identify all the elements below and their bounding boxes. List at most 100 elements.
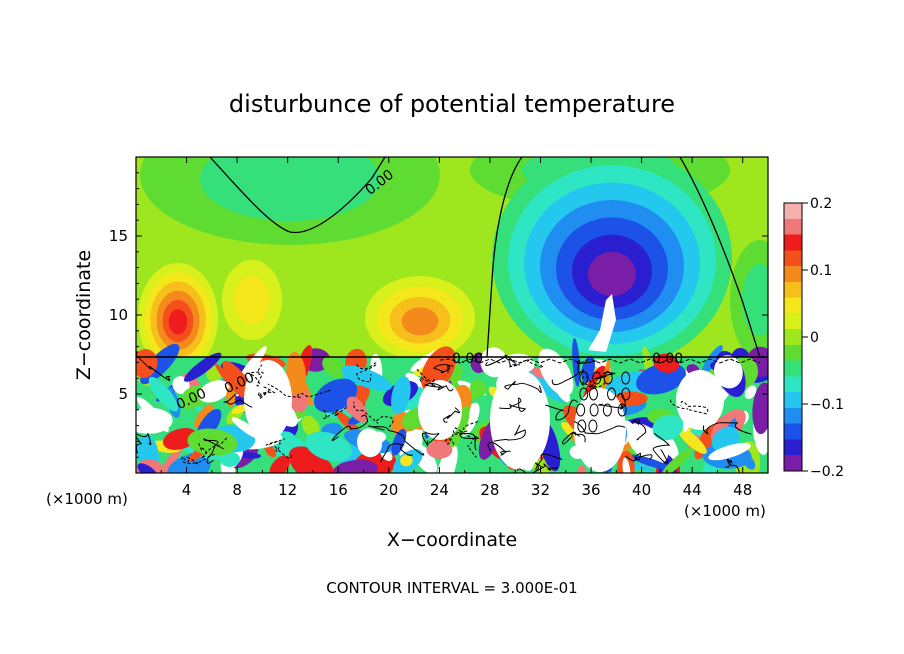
lower-contour	[504, 380, 542, 393]
lower-contour	[652, 432, 670, 464]
lower-contour	[198, 437, 228, 459]
lower-patch	[238, 452, 262, 459]
contour-line-right	[679, 157, 761, 358]
lower-contour	[534, 453, 563, 471]
lower-patch	[708, 442, 751, 461]
plot-field	[136, 157, 768, 473]
lower-white-plume	[574, 388, 626, 472]
lower-contour	[545, 399, 578, 421]
contour-loop	[588, 419, 598, 433]
lower-patch	[622, 457, 631, 473]
lower-patch	[449, 405, 470, 448]
lower-patch	[183, 352, 222, 382]
lower-patch	[356, 428, 383, 458]
lower-patch	[187, 428, 238, 456]
lower-contour	[267, 383, 331, 398]
lower-contour	[353, 401, 394, 428]
x-tick-label: 48	[733, 481, 752, 499]
y-axis: 5 10 15	[109, 172, 768, 458]
lower-patch	[426, 440, 453, 459]
lower-patch	[652, 414, 684, 441]
x-tick-label: 20	[379, 481, 398, 499]
contour-loop	[577, 419, 587, 433]
lower-contour	[452, 427, 477, 458]
contour-loop	[621, 387, 631, 401]
x-tick-label: 32	[531, 481, 550, 499]
y-tick-label: 10	[109, 306, 128, 324]
lower-contour	[203, 438, 224, 464]
y-tick-label: 5	[118, 385, 128, 403]
lower-patch	[611, 391, 648, 407]
lower-patch	[391, 376, 411, 415]
contour-interval: CONTOUR INTERVAL = 3.000E-01	[326, 579, 577, 597]
lower-patch	[148, 376, 179, 412]
x-unit-right: (×1000 m)	[684, 502, 766, 520]
lower-contour	[485, 354, 516, 367]
x-tick-label: 8	[232, 481, 242, 499]
lower-patch	[137, 463, 159, 473]
upper-cold-core	[588, 294, 616, 352]
lower-contour	[331, 414, 369, 442]
upper-cold-blob	[588, 252, 636, 296]
lower-patch	[301, 415, 320, 437]
lower-patch	[313, 378, 358, 413]
upper-layer	[138, 157, 768, 373]
lower-contour	[516, 463, 558, 473]
lower-patch	[660, 447, 693, 473]
lower-patch	[181, 388, 199, 411]
lower-contour	[598, 393, 627, 410]
lower-patch	[137, 397, 169, 432]
lower-contour	[625, 452, 653, 462]
lower-contour	[459, 432, 480, 451]
lower-contours	[136, 351, 761, 473]
contour-loop	[592, 371, 602, 385]
x-tick-label: 12	[278, 481, 297, 499]
contour-loop	[589, 403, 599, 417]
lower-patch	[341, 365, 392, 391]
contour-label: 0.00	[652, 351, 683, 367]
lower-patch	[198, 380, 230, 403]
x-unit-left: (×1000 m)	[46, 490, 128, 508]
lower-contour	[508, 359, 544, 368]
lower-contour	[356, 362, 377, 383]
lower-contour	[323, 406, 349, 420]
contour-loop	[603, 371, 613, 385]
lower-contour	[421, 431, 440, 446]
lower-patch	[572, 337, 581, 387]
lower-patch	[577, 465, 587, 473]
upper-green-blob-left	[200, 157, 380, 221]
colorbar-tick-label: 0.1	[810, 263, 832, 279]
lower-contour	[581, 376, 606, 389]
colorbar	[783, 202, 803, 472]
lower-patch	[677, 427, 707, 454]
x-tick-label: 4	[182, 481, 192, 499]
lower-patch	[152, 444, 183, 473]
lower-patch	[305, 431, 352, 462]
colorbar-ticks: 0.2 0.1 0 −0.1 −0.2	[802, 196, 844, 480]
lower-patch	[469, 379, 487, 397]
lower-contour	[487, 441, 511, 456]
lower-contour	[443, 407, 461, 423]
lower-contour	[561, 431, 586, 445]
lower-contour	[594, 370, 616, 380]
lower-patch	[400, 454, 413, 467]
x-axis-label: X−coordinate	[387, 529, 517, 551]
lower-patch	[714, 355, 743, 389]
lower-patch	[626, 423, 669, 464]
lower-patch	[286, 351, 306, 396]
contour-line-left	[209, 157, 386, 234]
lower-contour	[136, 433, 152, 454]
lower-patch	[214, 363, 245, 398]
contour-line-center	[486, 157, 523, 358]
lower-contour	[669, 399, 709, 415]
contour-loop	[579, 371, 589, 385]
lower-contour	[368, 425, 425, 456]
upper-warm-blob-center	[401, 307, 439, 336]
upper-warm-blob-mid	[234, 276, 270, 324]
colorbar-tick-label: 0	[810, 330, 819, 346]
lower-contour	[493, 424, 526, 442]
lower-contour	[573, 420, 626, 435]
lower-contour	[631, 419, 647, 441]
lower-patch	[231, 417, 264, 441]
